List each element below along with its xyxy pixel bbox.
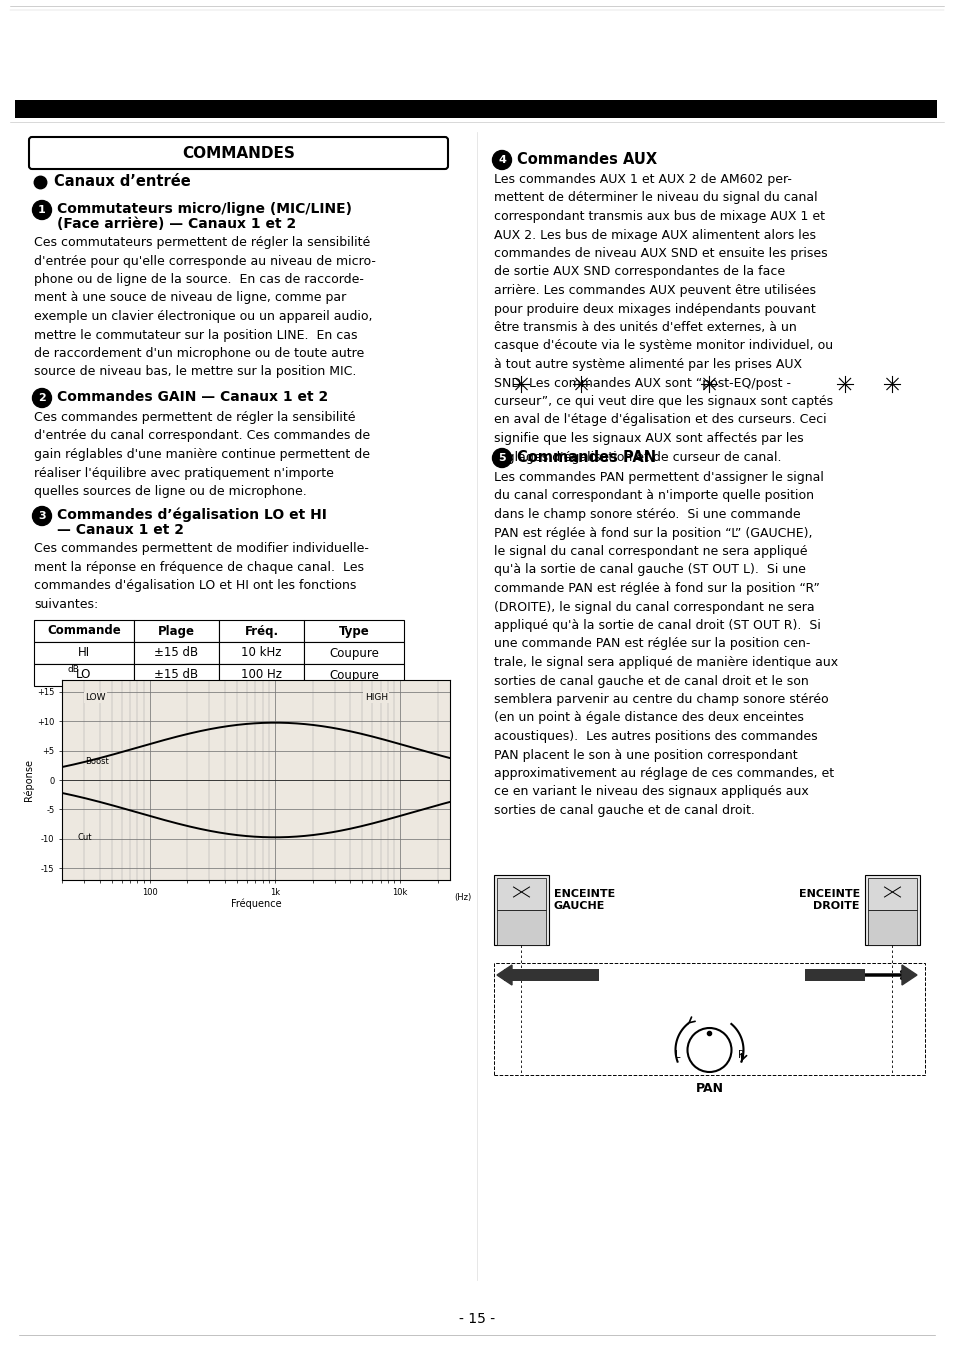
Bar	[304, 642, 403, 663]
Polygon shape	[901, 965, 916, 985]
Text: (Hz): (Hz)	[454, 893, 471, 902]
Text: PAN: PAN	[695, 1082, 722, 1096]
Text: Commandes d’égalisation LO et HI: Commandes d’égalisation LO et HI	[57, 508, 327, 523]
Text: 2: 2	[38, 393, 46, 403]
Bar	[133, 620, 219, 642]
Text: Type: Type	[338, 624, 369, 638]
Text: Commutateurs micro/ligne (MIC/LINE): Commutateurs micro/ligne (MIC/LINE)	[57, 203, 352, 216]
Bar	[34, 663, 133, 686]
Bar	[864, 875, 919, 944]
Bar	[304, 663, 403, 686]
Circle shape	[32, 200, 51, 219]
Text: dB: dB	[68, 665, 80, 674]
Text: Boost: Boost	[85, 757, 109, 766]
Text: Ces commandes permettent de modifier individuelle-
ment la réponse en fréquence : Ces commandes permettent de modifier ind…	[34, 542, 369, 611]
Text: Coupure: Coupure	[329, 647, 378, 659]
Text: 1: 1	[38, 205, 46, 215]
Bar	[494, 963, 924, 1075]
Text: HIGH: HIGH	[364, 693, 387, 703]
Text: - 15 -: - 15 -	[458, 1312, 495, 1325]
Text: 10 kHz: 10 kHz	[241, 647, 281, 659]
Circle shape	[32, 507, 51, 526]
Bar	[133, 642, 219, 663]
Text: 4: 4	[497, 155, 505, 165]
Bar	[219, 642, 304, 663]
Bar	[304, 620, 403, 642]
Text: ±15 dB: ±15 dB	[154, 647, 198, 659]
Text: COMMANDES: COMMANDES	[182, 146, 294, 161]
Text: R: R	[738, 1050, 744, 1061]
Text: — Canaux 1 et 2: — Canaux 1 et 2	[57, 523, 184, 536]
Bar	[503, 969, 598, 981]
Bar	[497, 878, 545, 911]
Bar	[219, 663, 304, 686]
Text: Les commandes AUX 1 et AUX 2 de AM602 per-
mettent de déterminer le niveau du si: Les commandes AUX 1 et AUX 2 de AM602 pe…	[494, 173, 832, 463]
Bar	[867, 878, 916, 911]
Text: 100 Hz: 100 Hz	[241, 669, 282, 681]
Text: LOW: LOW	[85, 693, 106, 703]
Bar	[15, 100, 936, 118]
Text: Ces commandes permettent de régler la sensibilité
d'entrée du canal correspondan: Ces commandes permettent de régler la se…	[34, 411, 370, 499]
Text: ENCEINTE
GAUCHE: ENCEINTE GAUCHE	[554, 889, 615, 911]
Text: Coupure: Coupure	[329, 669, 378, 681]
Bar	[219, 620, 304, 642]
Text: Plage: Plage	[158, 624, 194, 638]
Text: Commandes PAN: Commandes PAN	[517, 450, 656, 465]
Text: L: L	[674, 1050, 679, 1061]
Circle shape	[32, 389, 51, 408]
Text: (Face arrière) — Canaux 1 et 2: (Face arrière) — Canaux 1 et 2	[57, 218, 296, 231]
Text: LO: LO	[76, 669, 91, 681]
Circle shape	[687, 1028, 731, 1071]
Text: Commandes GAIN — Canaux 1 et 2: Commandes GAIN — Canaux 1 et 2	[57, 390, 328, 404]
Bar	[867, 911, 916, 944]
Text: Commandes AUX: Commandes AUX	[517, 153, 657, 168]
Text: 3: 3	[38, 511, 46, 521]
Circle shape	[492, 150, 511, 169]
Text: ±15 dB: ±15 dB	[154, 669, 198, 681]
Text: Cut: Cut	[77, 834, 91, 842]
Bar	[804, 969, 864, 981]
Bar	[494, 875, 548, 944]
Text: Canaux d’entrée: Canaux d’entrée	[54, 173, 191, 189]
Y-axis label: Réponse: Réponse	[24, 759, 34, 801]
Polygon shape	[497, 965, 512, 985]
FancyBboxPatch shape	[29, 136, 448, 169]
Bar	[133, 663, 219, 686]
Text: ENCEINTE
DROITE: ENCEINTE DROITE	[798, 889, 859, 911]
Circle shape	[492, 449, 511, 467]
Bar	[497, 911, 545, 944]
Text: Les commandes PAN permettent d'assigner le signal
du canal correspondant à n'imp: Les commandes PAN permettent d'assigner …	[494, 471, 838, 817]
X-axis label: Fréquence: Fréquence	[231, 898, 281, 908]
Text: 5: 5	[497, 453, 505, 463]
Text: HI: HI	[78, 647, 90, 659]
Text: Ces commutateurs permettent de régler la sensibilité
d'entrée pour qu'elle corre: Ces commutateurs permettent de régler la…	[34, 236, 375, 378]
Bar	[34, 620, 133, 642]
Bar	[34, 642, 133, 663]
Text: Fréq.: Fréq.	[244, 624, 278, 638]
Text: Commande: Commande	[47, 624, 121, 638]
